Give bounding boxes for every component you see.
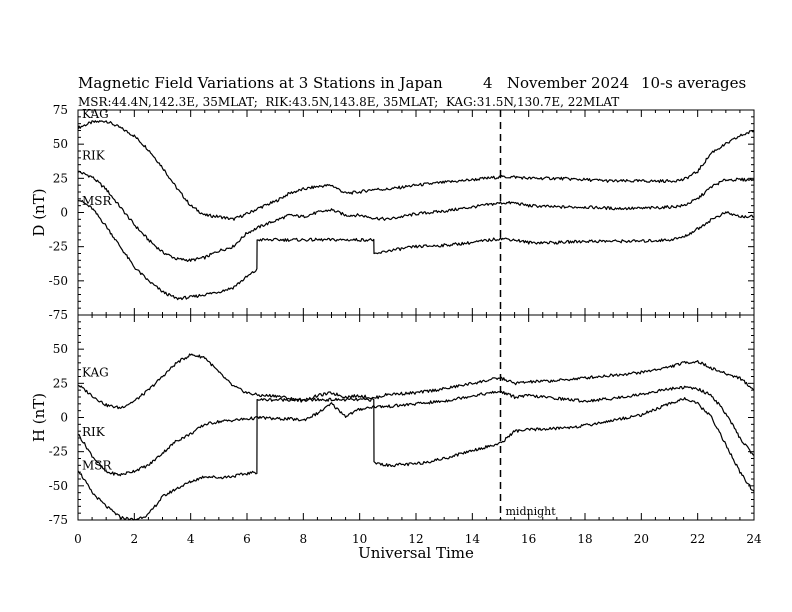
x-tick-label: 4 xyxy=(187,532,195,546)
station-label-msr: MSR xyxy=(82,194,113,208)
trace-kag xyxy=(77,120,755,221)
x-tick-label: 10 xyxy=(352,532,367,546)
station-label-msr: MSR xyxy=(82,458,113,472)
d-component-panel: 75 50 25 0 -25 -50 -75 D (nT) KAG RIK MSR xyxy=(30,103,755,322)
trace-rik xyxy=(77,385,755,477)
x-axis-title: Universal Time xyxy=(358,544,474,562)
y-tick-label: -75 xyxy=(49,308,68,322)
station-label-rik: RIK xyxy=(82,425,106,439)
station-label-rik: RIK xyxy=(82,149,106,163)
trace-msr xyxy=(77,199,755,301)
y-tick-label: 0 xyxy=(60,411,68,425)
station-label-kag: KAG xyxy=(82,107,109,121)
x-tick-label: 8 xyxy=(300,532,308,546)
x-tick-label: 14 xyxy=(465,532,481,546)
station-coordinates: MSR:44.4N,142.3E, 35MLAT; RIK:43.5N,143.… xyxy=(78,95,619,109)
midnight-label: midnight xyxy=(506,505,557,518)
y-tick-label: 25 xyxy=(53,171,68,185)
y-tick-label: -50 xyxy=(49,479,68,493)
y-tick-label: 50 xyxy=(53,342,68,356)
x-tick-label: 6 xyxy=(243,532,251,546)
x-tick-label: 24 xyxy=(746,532,762,546)
station-label-kag: KAG xyxy=(82,366,109,380)
y-tick-label: -25 xyxy=(49,240,68,254)
y-tick-label: -50 xyxy=(49,274,68,288)
figure-averaging: 10-s averages xyxy=(641,74,746,92)
figure-date: 4 November 2024 xyxy=(483,74,629,92)
x-tick-label: 12 xyxy=(408,532,423,546)
trace-kag xyxy=(77,353,755,410)
y-axis-title: D (nT) xyxy=(30,188,48,236)
figure-title: Magnetic Field Variations at 3 Stations … xyxy=(78,74,443,92)
y-tick-label: -75 xyxy=(49,513,68,527)
y-tick-label: 75 xyxy=(53,103,68,117)
panel-frame xyxy=(77,109,755,316)
x-tick-label: 2 xyxy=(131,532,139,546)
y-axis-title: H (nT) xyxy=(30,393,48,442)
x-tick-label: 22 xyxy=(690,532,705,546)
y-tick-label: 25 xyxy=(53,376,68,390)
x-tick-label: 16 xyxy=(521,532,536,546)
trace-msr xyxy=(77,397,755,521)
x-tick-label: 0 xyxy=(74,532,82,546)
x-tick-label: 20 xyxy=(634,532,649,546)
trace-rik xyxy=(77,170,755,262)
y-tick-label: 0 xyxy=(60,206,68,220)
panel-frame xyxy=(77,314,755,521)
y-tick-label: 50 xyxy=(53,137,68,151)
x-tick-label: 18 xyxy=(577,532,592,546)
y-tick-label: -25 xyxy=(49,445,68,459)
